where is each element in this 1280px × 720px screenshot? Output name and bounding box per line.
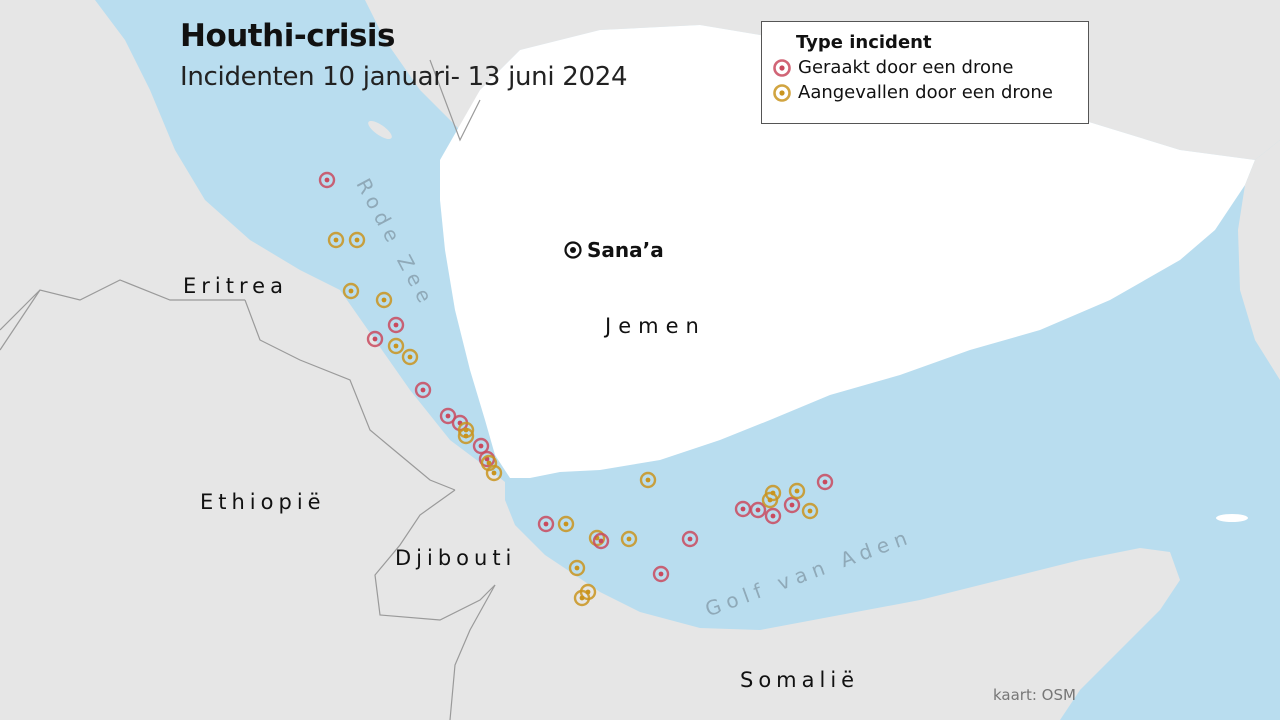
title-block: Houthi-crisis Incidenten 10 januari- 13 …	[180, 18, 628, 92]
incident-attacked-marker	[327, 231, 345, 249]
label-yemen: Jemen	[605, 314, 706, 338]
incident-attacked-marker	[788, 482, 806, 500]
label-eritrea: Eritrea	[183, 274, 288, 298]
attacked-marker-icon	[773, 83, 791, 102]
incident-hit-marker	[652, 565, 670, 583]
incident-attacked-marker	[342, 282, 360, 300]
incident-attacked-marker	[620, 530, 638, 548]
incident-hit-marker	[414, 381, 432, 399]
incident-hit-marker	[749, 501, 767, 519]
island	[368, 120, 392, 140]
incident-hit-marker	[318, 171, 336, 189]
incident-hit-marker	[387, 316, 405, 334]
legend-label-attacked: Aangevallen door een drone	[798, 82, 1053, 103]
legend: Type incident Geraakt door een drone Aan…	[761, 21, 1089, 124]
legend-item-attacked: Aangevallen door een drone	[772, 82, 1074, 103]
island	[453, 459, 477, 465]
incident-hit-marker	[592, 532, 610, 550]
borders	[0, 59, 496, 720]
land-oman	[1238, 140, 1280, 380]
incident-attacked-marker	[761, 491, 779, 509]
legend-label-hit: Geraakt door een drone	[798, 57, 1014, 78]
incident-hit-marker	[783, 496, 801, 514]
island-socotra	[1216, 514, 1248, 522]
label-djibouti: Djibouti	[395, 546, 517, 570]
hit-marker-icon	[773, 58, 791, 77]
label-ethiopia: Ethiopië	[200, 490, 326, 514]
incident-attacked-marker	[375, 291, 393, 309]
incident-attacked-marker	[568, 559, 586, 577]
incident-attacked-marker	[557, 515, 575, 533]
incident-hit-marker	[816, 473, 834, 491]
incident-attacked-marker	[639, 471, 657, 489]
land-yemen	[440, 25, 1255, 478]
incident-hit-marker	[439, 407, 457, 425]
incident-hit-marker	[537, 515, 555, 533]
city-label: Sana’a	[587, 238, 664, 262]
incident-attacked-marker	[348, 231, 366, 249]
label-somalia: Somalië	[740, 668, 860, 692]
incident-attacked-marker	[401, 348, 419, 366]
land-africa	[0, 0, 1180, 720]
legend-item-hit: Geraakt door een drone	[772, 57, 1074, 78]
incident-attacked-marker	[457, 427, 475, 445]
map-credit: kaart: OSM	[993, 686, 1076, 704]
incident-hit-marker	[366, 330, 384, 348]
incident-attacked-marker	[573, 589, 591, 607]
map-subtitle: Incidenten 10 januari- 13 juni 2024	[180, 62, 628, 92]
incident-attacked-marker	[801, 502, 819, 520]
island	[205, 244, 225, 252]
incident-attacked-marker	[387, 337, 405, 355]
legend-title: Type incident	[796, 32, 932, 53]
city-sanaa: Sana’a	[563, 238, 664, 262]
capital-marker-icon	[564, 241, 582, 259]
incident-hit-marker	[472, 437, 490, 455]
map-title: Houthi-crisis	[180, 18, 396, 54]
incident-attacked-marker	[485, 464, 503, 482]
incident-hit-marker	[681, 530, 699, 548]
incident-hit-marker	[764, 507, 782, 525]
